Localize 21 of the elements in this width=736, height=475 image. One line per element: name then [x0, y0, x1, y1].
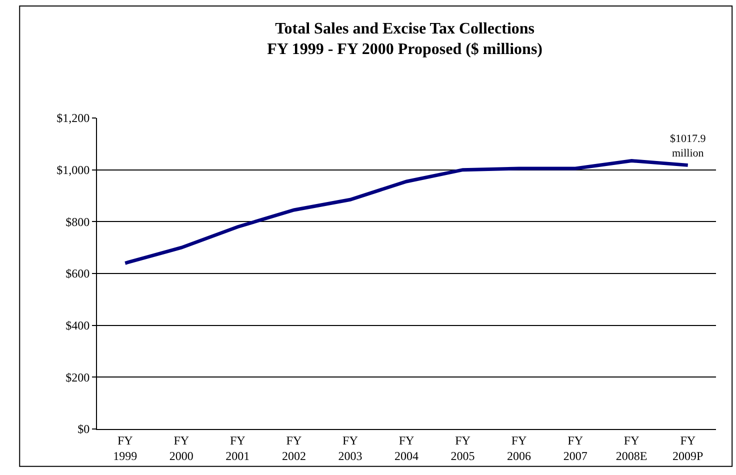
y-tick-label: $400 — [66, 318, 90, 333]
x-tick-label: FY 2009P — [672, 433, 704, 463]
y-tick-label: $0 — [78, 422, 90, 436]
y-tick-label: $1,200 — [56, 111, 90, 126]
x-tick-label: FY 2007 — [563, 433, 588, 463]
x-tick-label: FY 2005 — [450, 433, 475, 463]
x-tick-label: FY 2001 — [226, 433, 250, 463]
annotation: $1017.9 million — [670, 133, 706, 160]
y-tick-label: $1,000 — [56, 163, 90, 178]
y-tick-label: $200 — [66, 370, 90, 384]
x-tick-label: FY 2008E — [616, 433, 648, 463]
x-tick-label: FY 2002 — [282, 433, 306, 463]
x-tick-label: FY 2004 — [394, 433, 418, 463]
x-tick-label: FY 2000 — [169, 433, 194, 463]
chart-title: Total Sales and Excise Tax Collections FY 1999 - FY 2000 Proposed ($ millions) — [267, 20, 543, 58]
line-series — [123, 159, 690, 265]
x-tick-label: FY 2006 — [507, 433, 532, 463]
y-tick-label: $800 — [66, 214, 90, 229]
y-tick-label: $600 — [66, 266, 90, 281]
x-tick-label: FY 2003 — [338, 433, 362, 463]
x-tick-label: FY 1999 — [113, 433, 138, 463]
